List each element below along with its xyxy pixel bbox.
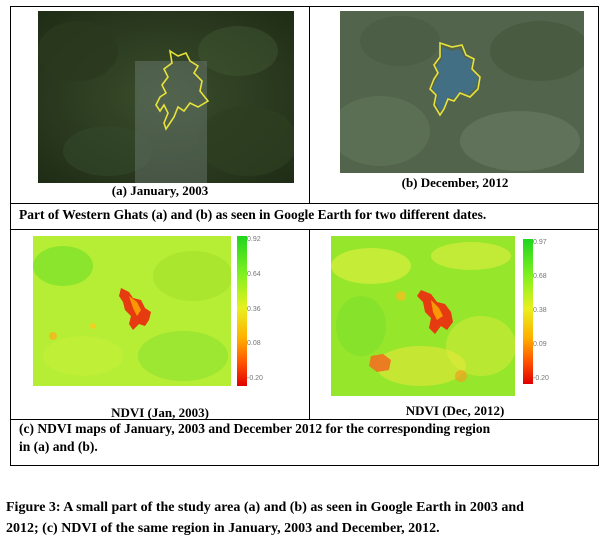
colorbar-right-tick-2: 0.38 bbox=[533, 307, 547, 314]
colorbar-left-tick-2: 0.36 bbox=[247, 306, 261, 313]
ndvi-map-jan-2003 bbox=[33, 236, 231, 386]
description-ab: Part of Western Ghats (a) and (b) as see… bbox=[19, 207, 487, 222]
figure-caption: Figure 3: A small part of the study area… bbox=[6, 497, 604, 539]
divider-row-3 bbox=[11, 419, 598, 420]
description-c-line1: (c) NDVI maps of January, 2003 and Decem… bbox=[19, 421, 491, 436]
caption-ndvi-dec: NDVI (Dec, 2012) bbox=[405, 403, 505, 418]
divider-row-1 bbox=[11, 203, 598, 204]
divider-vertical-top bbox=[309, 7, 310, 203]
divider-vertical-bottom bbox=[309, 230, 310, 420]
ndvi-map-dec-2012 bbox=[331, 236, 515, 396]
colorbar-right-tick-3: 0.09 bbox=[533, 341, 547, 348]
colorbar-right-tick-0: 0.97 bbox=[533, 239, 547, 246]
description-c-line2: in (a) and (b). bbox=[19, 439, 98, 454]
colorbar-left-tick-3: 0.08 bbox=[247, 340, 261, 347]
figure-caption-line1: Figure 3: A small part of the study area… bbox=[6, 500, 524, 515]
caption-a: (a) January, 2003 bbox=[111, 183, 209, 198]
colorbar-left-tick-4: -0.20 bbox=[247, 375, 263, 382]
colorbar-right-tick-4: -0.20 bbox=[533, 375, 549, 382]
colorbar-left-tick-1: 0.64 bbox=[247, 271, 261, 278]
colorbar-left-tick-0: 0.92 bbox=[247, 236, 261, 243]
colorbar-jan-2003 bbox=[237, 236, 247, 386]
figure-caption-line2: 2012; (c) NDVI of the same region in Jan… bbox=[6, 521, 440, 536]
satellite-image-dec-2012 bbox=[340, 11, 584, 173]
colorbar-right-tick-1: 0.68 bbox=[533, 273, 547, 280]
caption-ndvi-jan: NDVI (Jan, 2003) bbox=[111, 405, 209, 420]
divider-row-2 bbox=[11, 229, 598, 230]
colorbar-dec-2012 bbox=[523, 239, 533, 384]
figure-frame: (a) January, 2003 (b) December, 2012 Par… bbox=[10, 6, 599, 466]
satellite-image-jan-2003 bbox=[38, 11, 294, 183]
caption-b: (b) December, 2012 bbox=[401, 175, 509, 190]
